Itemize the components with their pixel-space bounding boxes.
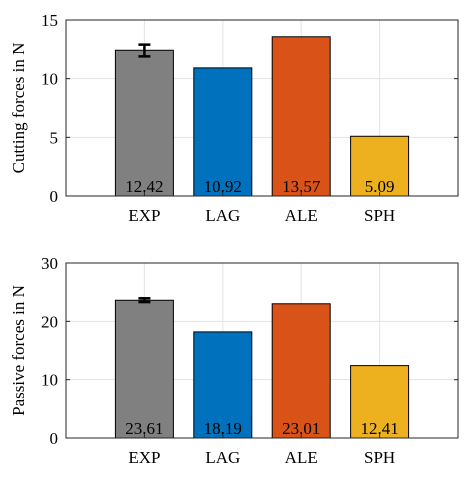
y-tick-label: 10 [41, 371, 58, 390]
bar-ale [271, 303, 331, 439]
y-axis-label: Passive forces in N [9, 285, 28, 416]
bar-value-label-sph: 5.09 [365, 177, 395, 196]
bar-lag [193, 331, 253, 439]
y-tick-label: 15 [41, 11, 58, 30]
bar-exp [114, 299, 174, 439]
y-tick-label: 5 [50, 128, 59, 147]
bar-sph [350, 365, 410, 439]
bar-value-label-exp: 12.42 [125, 177, 163, 196]
axes-box [65, 19, 459, 197]
bar-ale [271, 36, 331, 197]
bar-value-label-lag: 18.19 [204, 419, 242, 438]
x-tick-label-exp: EXP [128, 206, 160, 225]
bar-value-label-ale: 13.57 [282, 177, 321, 196]
y-tick-label: 0 [50, 429, 59, 448]
x-tick-label-lag: LAG [205, 206, 240, 225]
y-tick-label: 20 [41, 312, 58, 331]
x-tick-label-sph: SPH [364, 206, 395, 225]
x-tick-label-lag: LAG [205, 448, 240, 467]
chart-panel-1: 12.42 10.92 13.57 5.09 0 5 10 15 EXP LAG ALE SPH Cut… [9, 11, 459, 225]
bar-value-label-exp: 23.61 [125, 419, 163, 438]
bar-sph [350, 135, 410, 197]
axes-box [65, 262, 459, 439]
x-tick-label-sph: SPH [364, 448, 395, 467]
x-tick-label-ale: ALE [285, 448, 318, 467]
y-axis-label: Cutting forces in N [9, 43, 28, 174]
y-tick-label: 0 [50, 187, 59, 206]
bar-value-label-lag: 10.92 [204, 177, 242, 196]
x-tick-label-exp: EXP [128, 448, 160, 467]
x-tick-label-ale: ALE [285, 206, 318, 225]
chart-panel-2: 23.61 18.19 23.01 12.41 0 10 20 30 EXP LAG ALE SPH P… [9, 254, 459, 467]
bar-exp [114, 49, 174, 197]
y-tick-label: 10 [41, 70, 58, 89]
bar-value-label-sph: 12.41 [360, 419, 398, 438]
bar-lag [193, 67, 253, 197]
bar-value-label-ale: 23.01 [282, 419, 320, 438]
y-tick-label: 30 [41, 254, 58, 273]
